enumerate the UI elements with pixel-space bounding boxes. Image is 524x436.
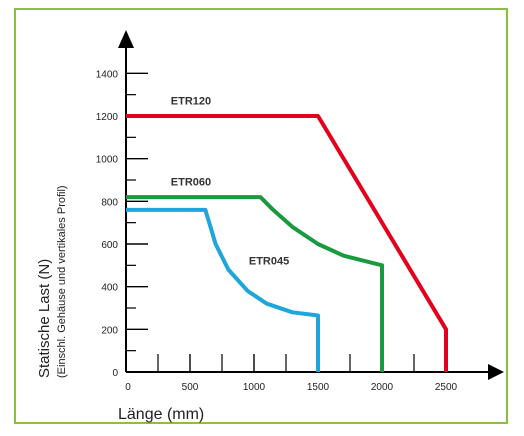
y-tick-label: 1000: [96, 155, 119, 166]
x-axis-title: Länge (mm): [118, 406, 204, 423]
series-line-etr120: [126, 114, 448, 372]
x-tick-label: 0: [125, 382, 131, 393]
y-tick-label: 800: [101, 197, 118, 208]
y-tick-label: 400: [101, 283, 118, 294]
x-tick-label: 1000: [243, 382, 266, 393]
y-axis-title: Statische Last (N): [36, 259, 53, 378]
x-tick-label: 2500: [435, 382, 458, 393]
y-tick-label: 1400: [96, 69, 119, 80]
y-tick-label: 0: [112, 368, 118, 379]
labels: 0 200 400 600 800 1000 1200 1400 0 500 1000 1500 200…: [96, 69, 458, 393]
series-label-etr060: ETR060: [171, 176, 211, 188]
chart-frame: [14, 8, 508, 424]
series-lines: [126, 114, 448, 372]
x-tick-label: 2000: [371, 382, 394, 393]
series-line-etr060: [126, 195, 384, 372]
x-axis-arrow: [488, 364, 504, 380]
y-axis-arrow: [118, 30, 134, 48]
x-tick-label: 1500: [307, 382, 330, 393]
series-label-etr120: ETR120: [171, 95, 211, 107]
y-tick-label: 200: [101, 325, 118, 336]
y-axis-subtitle: (Einschl. Gehäuse und vertikales Profil): [56, 185, 68, 378]
y-tick-label: 1200: [96, 112, 119, 123]
series-line-etr045: [126, 207, 320, 372]
x-tick-label: 500: [182, 382, 199, 393]
series-label-etr045: ETR045: [249, 255, 289, 267]
y-tick-label: 600: [101, 240, 118, 251]
